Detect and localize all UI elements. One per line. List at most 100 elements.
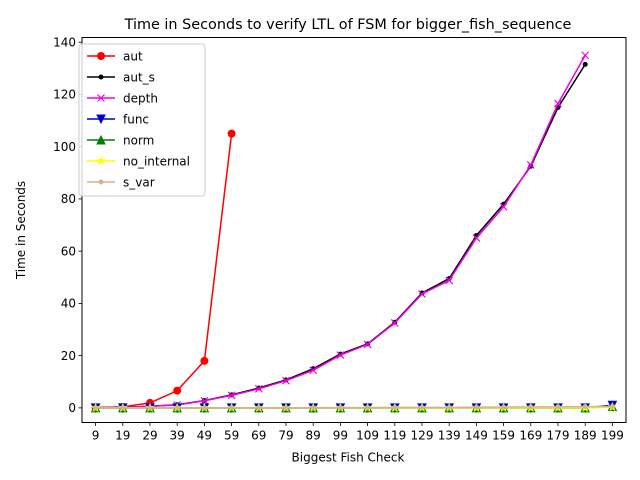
legend-swatch-marker <box>96 114 106 125</box>
marker-shape <box>582 404 588 410</box>
legend-item-depth: depth <box>87 91 158 105</box>
y-tick-label: 80 <box>61 192 76 206</box>
x-tick-label: 109 <box>356 429 379 443</box>
legend-item-norm: norm <box>87 133 154 147</box>
x-tick-label: 199 <box>601 429 624 443</box>
data-point-depth <box>499 202 508 211</box>
data-point-aut_s <box>582 61 588 67</box>
data-point-s_var <box>147 405 153 411</box>
marker-shape <box>337 405 343 411</box>
data-point-s_var <box>283 405 289 411</box>
marker-shape <box>554 99 562 108</box>
legend-item-no_internal: no_internal <box>87 154 190 168</box>
legend-swatch-marker <box>98 179 104 185</box>
marker-shape <box>473 404 479 410</box>
data-point-s_var <box>501 404 507 410</box>
data-point-depth <box>418 290 426 298</box>
y-tick-label: 100 <box>53 140 76 154</box>
data-point-s_var <box>609 404 615 410</box>
data-point-s_var <box>201 405 207 411</box>
chart-title: Time in Seconds to verify LTL of FSM for… <box>124 17 572 33</box>
data-point-depth <box>254 384 263 393</box>
x-tick-label: 159 <box>492 429 515 443</box>
marker-shape <box>526 161 535 169</box>
x-tick-label: 129 <box>411 429 434 443</box>
marker-shape <box>555 404 561 410</box>
marker-shape <box>120 405 126 411</box>
marker-shape <box>96 114 106 125</box>
data-point-s_var <box>446 404 452 410</box>
data-point-depth <box>336 351 345 360</box>
marker-shape <box>419 404 425 410</box>
x-tick-label: 79 <box>278 429 293 443</box>
data-point-s_var <box>419 404 425 410</box>
marker-shape <box>365 405 371 411</box>
data-point-s_var <box>337 405 343 411</box>
marker-shape <box>173 386 182 395</box>
marker-shape <box>201 405 207 411</box>
data-point-depth <box>472 234 481 243</box>
x-tick-label: 189 <box>574 429 597 443</box>
data-point-depth <box>581 51 590 60</box>
legend-swatch-marker <box>96 155 106 166</box>
data-point-depth <box>200 396 209 405</box>
marker-shape <box>147 405 153 411</box>
legend-label: s_var <box>123 175 155 189</box>
marker-shape <box>282 376 290 385</box>
data-point-depth <box>227 391 236 400</box>
marker-shape <box>227 391 236 400</box>
data-point-depth <box>445 276 454 285</box>
x-tick-label: 179 <box>547 429 570 443</box>
marker-shape <box>96 155 106 166</box>
marker-shape <box>200 356 209 365</box>
marker-shape <box>336 351 345 360</box>
data-point-s_var <box>473 404 479 410</box>
legend-item-aut: aut <box>87 49 143 63</box>
legend-swatch-marker <box>96 134 106 145</box>
marker-shape <box>501 404 507 410</box>
marker-shape <box>96 134 106 145</box>
data-point-s_var <box>229 405 235 411</box>
legend-swatch-marker <box>98 74 104 80</box>
y-tick-label: 140 <box>53 36 76 50</box>
x-tick-label: 139 <box>438 429 461 443</box>
data-point-s_var <box>555 404 561 410</box>
marker-shape <box>98 179 104 185</box>
plot-area <box>90 51 618 413</box>
data-point-s_var <box>120 405 126 411</box>
x-tick-label: 19 <box>115 429 130 443</box>
marker-shape <box>98 74 104 80</box>
data-point-depth <box>554 99 562 108</box>
y-tick-label: 40 <box>61 297 76 311</box>
marker-shape <box>309 366 318 375</box>
x-tick-label: 39 <box>170 429 185 443</box>
x-tick-label: 59 <box>224 429 239 443</box>
data-point-s_var <box>93 405 99 411</box>
x-tick-label: 49 <box>197 429 212 443</box>
legend-label: aut_s <box>123 70 155 84</box>
y-tick-label: 60 <box>61 244 76 258</box>
data-point-depth <box>282 376 290 385</box>
legend-label: func <box>123 112 149 126</box>
series-s_var <box>93 404 615 411</box>
y-tick-label: 120 <box>53 88 76 102</box>
y-axis-label: Time in Seconds <box>14 181 28 280</box>
legend-item-func: func <box>87 112 149 126</box>
data-point-s_var <box>310 405 316 411</box>
y-axis: 0 20 40 60 80 100 120 140 <box>53 36 82 415</box>
legend-swatch-marker <box>97 52 105 60</box>
x-tick-label: 29 <box>142 429 157 443</box>
x-tick-label: 9 <box>92 429 100 443</box>
marker-shape <box>609 404 615 410</box>
x-axis-label: Biggest Fish Check <box>292 451 405 465</box>
x-tick-label: 99 <box>333 429 348 443</box>
marker-shape <box>227 129 236 138</box>
x-tick-label: 119 <box>383 429 406 443</box>
x-tick-label: 169 <box>519 429 542 443</box>
data-point-aut <box>227 129 236 138</box>
data-point-s_var <box>256 405 262 411</box>
marker-shape <box>254 384 263 393</box>
y-tick-label: 0 <box>68 401 76 415</box>
data-point-depth <box>309 366 318 375</box>
marker-shape <box>229 405 235 411</box>
